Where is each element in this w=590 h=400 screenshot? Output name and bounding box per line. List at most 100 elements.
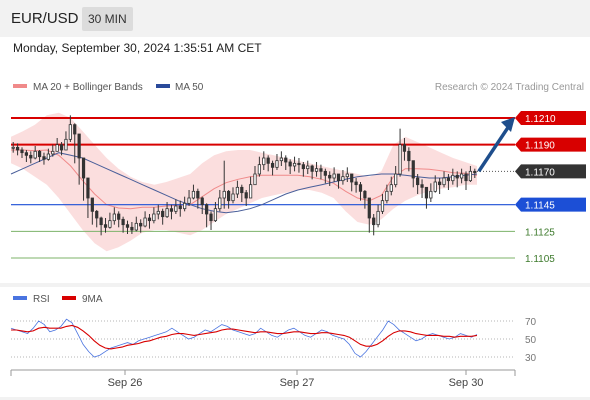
candle-body <box>398 144 402 175</box>
candle-body <box>178 205 182 210</box>
price-plot: 1.1210 1.1190 1.1170 1.1145 1.1125 1.1105 <box>10 111 586 265</box>
candle-body <box>191 190 196 199</box>
level-tag <box>515 164 586 179</box>
candle-body <box>209 213 213 222</box>
candle-body <box>222 190 226 199</box>
level-label: 1.1125 <box>525 227 555 238</box>
candle-body <box>29 154 33 159</box>
time-tick-label: Sep 26 <box>108 377 143 389</box>
timeframe-button[interactable]: 30 MIN <box>82 7 133 31</box>
candle-body <box>103 224 108 228</box>
candle-body <box>73 124 77 135</box>
candle-body <box>244 192 248 199</box>
level-tag <box>515 137 586 152</box>
candle-body <box>416 177 420 186</box>
rsi-tick-label: 50 <box>525 335 537 346</box>
candle-body <box>139 222 143 227</box>
candle-body <box>156 210 160 215</box>
candle-body <box>438 181 442 186</box>
rsi-line <box>10 318 478 358</box>
time-axis: Sep 26 Sep 27 Sep 30 <box>108 370 484 389</box>
candle-body <box>240 186 244 194</box>
ma50-line <box>10 152 478 214</box>
candle-body <box>196 190 200 199</box>
candle-body <box>15 146 20 151</box>
candle-body <box>385 190 389 202</box>
ma50-legend-swatch <box>156 84 170 88</box>
level-tag <box>515 111 586 125</box>
candle-body <box>64 138 68 151</box>
candle-body <box>169 208 174 212</box>
level-tag-label: 1.1145 <box>525 201 555 212</box>
candle-body <box>292 162 297 167</box>
candle-body <box>213 208 218 222</box>
rsi-plot: 70 50 30 <box>10 317 537 364</box>
candle-body <box>424 186 429 199</box>
candle-body <box>86 177 90 199</box>
candle-body <box>345 173 349 178</box>
candle-body <box>77 133 81 159</box>
candle-body <box>33 150 37 159</box>
candle-body <box>455 174 459 179</box>
rsi-legend-swatch <box>13 296 27 300</box>
rsi-ma-legend-swatch <box>62 296 76 300</box>
candle-body <box>473 170 477 174</box>
timestamp: Monday, September 30, 2024 1:35:51 AM CE… <box>13 41 262 55</box>
candle-body <box>350 173 354 183</box>
candle-body <box>231 193 235 202</box>
candle-body <box>134 222 138 231</box>
candle-body <box>306 165 310 170</box>
candle-body <box>130 226 134 231</box>
symbol-title: EUR/USD <box>11 10 79 27</box>
candle-body <box>37 150 42 158</box>
candle-body <box>165 208 169 218</box>
candle-body <box>341 176 345 182</box>
candle-body <box>358 184 363 192</box>
candle-body <box>266 157 270 164</box>
time-tick-label: Sep 30 <box>449 377 484 389</box>
candle-body <box>143 217 147 227</box>
copyright-text: Research © 2024 Trading Central <box>435 82 584 93</box>
candle-body <box>336 173 341 182</box>
candle-body <box>183 202 187 210</box>
candle-body <box>429 190 433 199</box>
candle-body <box>161 210 165 218</box>
candle-body <box>248 184 253 199</box>
candle-body <box>279 157 283 162</box>
candle-body <box>376 210 380 226</box>
candle-body <box>235 186 240 195</box>
candle-body <box>218 197 222 210</box>
candle-body <box>68 124 72 140</box>
candle-body <box>55 144 59 152</box>
rsi-tick-label: 70 <box>525 317 537 328</box>
bollinger-legend-label: MA 20 + Bollinger Bands <box>33 82 143 93</box>
candle-body <box>402 144 407 152</box>
level-label: 1.1105 <box>525 254 555 265</box>
rsi-tick-label: 30 <box>525 353 537 364</box>
candle-body <box>407 150 411 162</box>
candle-body <box>46 153 50 160</box>
candle-body <box>95 210 99 219</box>
candle-body <box>99 217 103 226</box>
candle-body <box>253 173 257 186</box>
candle-body <box>389 184 393 192</box>
panel-separator <box>0 283 590 287</box>
candle-body <box>464 173 468 182</box>
candle-body <box>121 218 125 226</box>
rsi-ma-legend-label: 9MA <box>82 294 103 305</box>
candle-body <box>310 165 314 172</box>
candle-body <box>411 160 415 179</box>
candle-body <box>394 173 398 186</box>
candle-body <box>275 160 279 168</box>
candle-body <box>187 197 191 204</box>
candle-body <box>372 217 376 226</box>
rsi-ma-line <box>11 324 478 350</box>
candle-body <box>433 181 437 192</box>
candle-body <box>323 170 327 176</box>
candle-body <box>367 197 371 219</box>
candle-body <box>442 177 446 186</box>
candle-body <box>446 177 451 182</box>
candle-body <box>332 173 336 179</box>
level-tag-label: 1.1170 <box>525 167 555 178</box>
candle-body <box>284 157 288 163</box>
